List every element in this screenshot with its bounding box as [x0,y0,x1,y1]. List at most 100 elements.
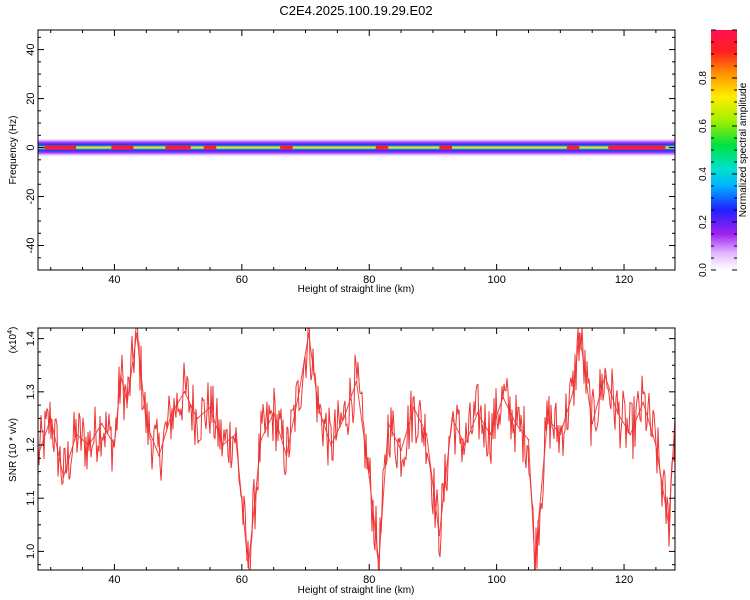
colorbar-tick-label: 0.6 [698,119,709,133]
x-tick-label: 120 [615,574,633,586]
x-tick-label: 60 [236,274,248,286]
snr-point [377,561,380,563]
y-tick-label: -40 [25,238,37,254]
heatmap-panel: 40 60 80 100 120 -40 -20 0 20 40 Height of straig… [8,29,676,295]
snr-point [209,406,211,409]
snr-point [502,396,504,398]
snr-point [489,433,492,436]
peak-segment [608,145,666,150]
x-tick-label: 40 [108,574,120,586]
colorbar-gradient [711,30,737,270]
svg-text:(x104): (x104) [7,327,19,354]
heatmap-frame [37,29,676,271]
snr-series [38,328,675,570]
snr-point [62,476,65,478]
snr-point [247,566,250,569]
snr-panel: 40 60 80 100 120 1.0 1.1 1.2 1.3 1.4 Height of st… [7,327,676,596]
snr-point [578,332,581,335]
y-tick-label: 20 [25,92,37,104]
colorbar-tick-label: 0.4 [698,167,709,181]
snr-point [425,433,428,436]
snr-point [100,422,103,425]
snr-point [285,454,288,457]
snr-scale-prefix: (x10 [8,333,19,353]
snr-point [135,332,138,335]
snr-scale-exp: 4 [7,330,14,334]
snr-frame [37,327,676,571]
heatmap-axes: 40 60 80 100 120 -40 -20 0 20 40 [25,30,675,286]
snr-axes: 40 60 80 100 120 1.0 1.1 1.2 1.3 1.4 [25,328,675,586]
snr-point [546,417,549,420]
colorbar-tick-label: 0.8 [698,71,709,85]
snr-point [355,380,358,382]
x-tick-label: 60 [236,574,248,586]
snr-scale-note: (x104) [7,327,19,354]
snr-point [368,476,371,478]
snr-point [88,444,90,446]
snr-point [629,433,632,436]
snr-x-label: Height of straight line (km) [298,585,415,596]
snr-point [272,412,275,414]
colorbar-tick-label: 0.2 [698,215,709,229]
y-tick-label: 1.1 [25,491,37,506]
figure-title: C2E4.2025.100.19.29.E02 [279,3,432,18]
snr-point [260,438,262,441]
snr-point [221,444,224,446]
y-tick-label: 1.4 [25,331,37,346]
heatmap-x-label: Height of straight line (km) [298,284,415,295]
snr-point [616,412,619,414]
y-tick-label: 1.2 [25,437,37,452]
peak-segment [111,145,134,150]
peak-segment [44,145,77,150]
snr-point [158,454,160,457]
snr-point [527,438,530,441]
x-tick-label: 100 [487,274,505,286]
peak-segment [203,145,217,150]
snr-point [534,561,536,563]
heatmap-y-label: Frequency (Hz) [8,116,19,185]
snr-point [655,444,657,446]
snr-point [307,332,310,335]
snr-point [451,417,453,420]
colorbar-tick-label: 0.0 [698,263,709,277]
snr-point [642,401,644,404]
snr-point [438,534,441,537]
snr-noise-trace [38,328,675,570]
peak-segment [566,145,580,150]
snr-point [559,433,562,436]
x-tick-label: 80 [363,274,375,286]
x-tick-label: 80 [363,574,375,586]
snr-point [113,444,116,446]
snr-point [120,375,122,377]
x-tick-label: 40 [108,274,120,286]
snr-point [463,444,466,446]
colorbar-label: Normalized spectral amplitude [738,82,749,217]
snr-scale-suffix: ) [8,327,19,330]
peak-segment [439,145,453,150]
snr-point [49,417,52,420]
snr-point [298,391,300,393]
peak-segment [375,145,389,150]
snr-point [591,422,593,425]
x-tick-label: 100 [487,574,505,586]
snr-point [145,422,148,425]
snr-point [75,433,78,436]
y-tick-label: 1.3 [25,384,37,399]
snr-point [196,417,199,420]
snr-point [572,391,574,393]
snr-point [170,412,173,414]
snr-point [604,375,606,377]
snr-point [413,406,415,409]
snr-point [317,406,320,409]
snr-point [330,444,332,446]
x-tick-label: 120 [615,274,633,286]
colorbar: 0.0 0.2 0.4 0.6 0.8 Normalized spectral ampl… [698,29,749,277]
snr-point [183,391,186,393]
snr-point [400,449,402,452]
snr-point [234,433,237,436]
y-tick-label: 1.0 [25,544,37,559]
peak-segment [165,145,191,150]
snr-point [514,422,517,425]
peak-segment [280,145,293,150]
colorbar-axis: 0.0 0.2 0.4 0.6 0.8 [698,29,737,277]
